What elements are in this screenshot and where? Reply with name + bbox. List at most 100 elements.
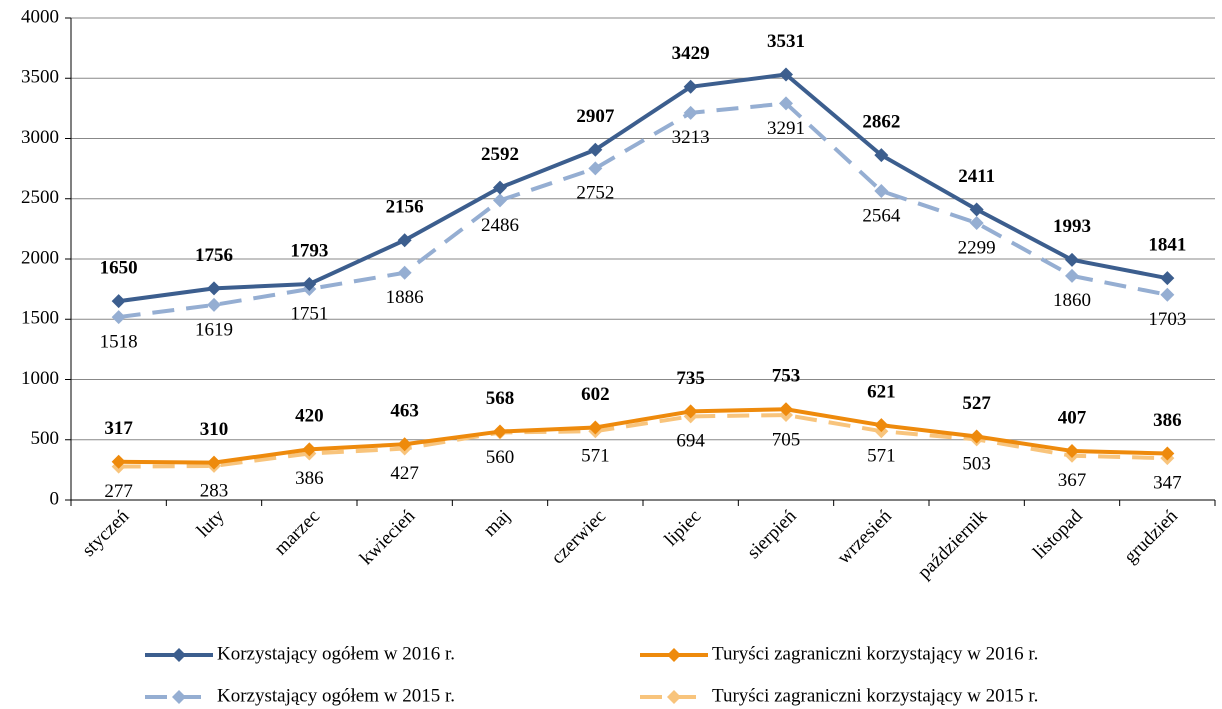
data-label: 621 (867, 382, 896, 403)
marker (397, 233, 412, 248)
marker (1065, 268, 1079, 283)
y-tick-label: 2000 (21, 247, 59, 268)
legend-label: Turyści zagraniczni korzystający w 2016 … (712, 643, 1038, 664)
legend-label: Korzystający ogółem w 2015 r. (217, 685, 455, 706)
data-label: 367 (1058, 470, 1087, 491)
x-tick-label: październik (914, 505, 992, 583)
data-label: 735 (676, 368, 705, 389)
marker (588, 420, 603, 435)
data-label: 602 (581, 384, 610, 405)
data-label: 1841 (1148, 235, 1186, 256)
marker (397, 265, 412, 280)
data-label: 753 (772, 366, 801, 387)
data-label: 2564 (862, 205, 901, 226)
y-tick-label: 500 (31, 428, 60, 449)
data-label: 1886 (386, 287, 424, 308)
marker (1065, 252, 1079, 267)
data-label: 386 (295, 468, 324, 489)
marker (874, 148, 889, 163)
marker (683, 404, 698, 419)
data-label: 347 (1153, 473, 1182, 494)
marker (207, 455, 221, 470)
y-tick-label: 4000 (21, 6, 59, 27)
data-label: 277 (104, 481, 133, 502)
marker (302, 276, 317, 291)
data-label: 1756 (195, 245, 233, 266)
marker (588, 161, 603, 176)
marker (969, 429, 984, 444)
line (118, 407, 1168, 465)
line (118, 72, 1168, 304)
marker (493, 193, 507, 208)
data-label: 3429 (672, 43, 710, 64)
legend-label: Turyści zagraniczni korzystający w 2015 … (712, 685, 1038, 706)
data-label: 694 (676, 431, 705, 452)
legend-marker (172, 690, 186, 704)
marker (683, 79, 698, 94)
line (118, 101, 1168, 320)
data-label: 386 (1153, 410, 1182, 431)
marker (397, 437, 412, 452)
y-tick-label: 2500 (21, 187, 59, 208)
x-tick-label: sierpień (743, 505, 801, 563)
y-tick-label: 0 (50, 488, 60, 509)
marker (779, 402, 793, 417)
x-tick-label: styczeń (78, 505, 133, 560)
marker (779, 67, 793, 82)
x-tick-label: maj (480, 506, 515, 541)
data-label: 407 (1058, 407, 1087, 428)
x-tick-label: kwiecień (356, 505, 420, 569)
marker (779, 96, 793, 111)
marker (493, 424, 507, 439)
data-label: 1650 (100, 258, 138, 279)
x-tick-label: lipiec (661, 506, 706, 551)
data-label: 1619 (195, 319, 233, 340)
data-label: 283 (200, 480, 229, 501)
data-label: 2411 (958, 166, 995, 187)
data-label: 1518 (100, 331, 138, 352)
marker (111, 454, 126, 469)
data-label: 2752 (576, 183, 614, 204)
data-label: 3291 (767, 118, 805, 139)
marker (207, 281, 221, 296)
x-tick-label: wrzesień (833, 505, 896, 568)
data-label: 2486 (481, 215, 519, 236)
data-label: 463 (390, 401, 419, 422)
data-label: 560 (486, 447, 515, 468)
x-tick-label: grudzień (1120, 505, 1182, 567)
data-label: 1993 (1053, 216, 1091, 237)
legend-label: Korzystający ogółem w 2016 r. (217, 643, 455, 664)
data-label: 2907 (576, 106, 615, 127)
legend-marker (667, 648, 681, 662)
data-label: 571 (581, 446, 610, 467)
marker (588, 142, 603, 157)
data-label: 705 (772, 429, 801, 450)
marker (874, 418, 889, 433)
data-label: 503 (962, 454, 991, 475)
data-label: 420 (295, 406, 324, 427)
marker (1160, 271, 1175, 286)
data-label: 310 (200, 419, 229, 440)
data-label: 2156 (386, 197, 424, 218)
marker (874, 184, 889, 199)
marker (683, 105, 698, 120)
x-tick-label: luty (193, 505, 229, 541)
line (118, 413, 1168, 469)
x-tick-label: czerwiec (547, 506, 610, 569)
x-tick-label: marzec (270, 506, 324, 560)
marker (1160, 287, 1175, 302)
marker (207, 297, 221, 312)
marker (111, 310, 126, 325)
data-label: 571 (867, 446, 896, 467)
marker (302, 442, 317, 457)
y-tick-label: 1500 (21, 308, 59, 329)
y-tick-label: 3500 (21, 67, 59, 88)
data-label: 1860 (1053, 290, 1091, 311)
marker (1160, 446, 1175, 461)
data-label: 427 (390, 463, 419, 484)
x-tick-label: listopad (1029, 505, 1087, 563)
data-label: 1793 (290, 240, 328, 261)
legend-marker (172, 648, 186, 662)
marker (969, 215, 984, 230)
y-tick-label: 1000 (21, 368, 59, 389)
